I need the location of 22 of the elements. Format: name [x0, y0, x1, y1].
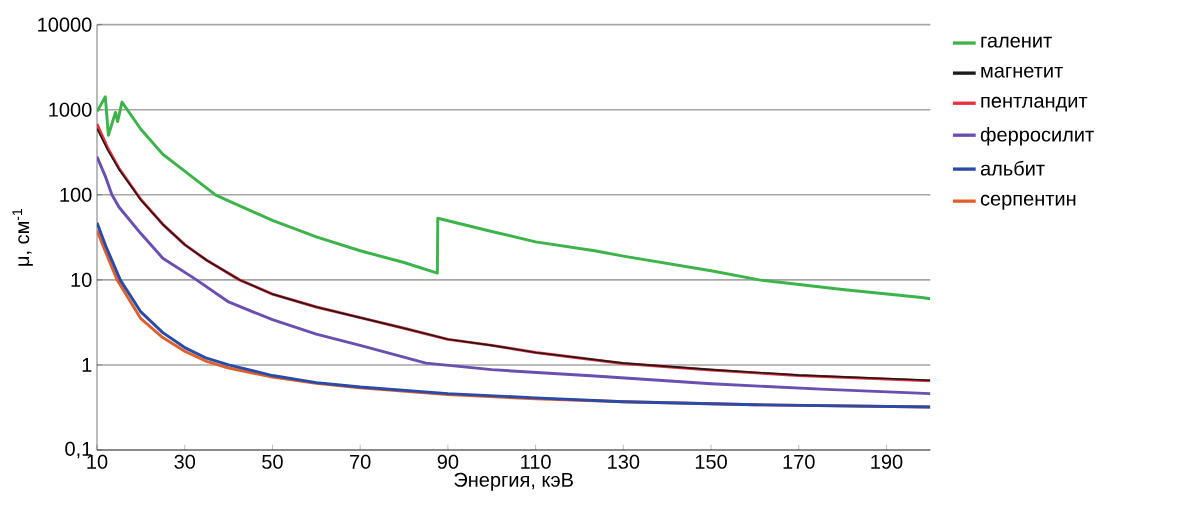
x-tick-label: 50: [262, 454, 283, 469]
y-tick-label: 1000: [49, 102, 92, 117]
x-tick-label: 150: [695, 454, 727, 469]
legend-label: галенит: [981, 36, 1052, 48]
y-tick-label: 100: [60, 187, 92, 202]
legend-label: серпентин: [980, 194, 1076, 210]
x-tick-label: 70: [350, 454, 371, 469]
x-tick-label: 130: [608, 454, 640, 469]
legend-label: пентландит: [981, 96, 1088, 112]
x-tick-label: 30: [174, 454, 196, 469]
legend-label: ферросилит: [980, 126, 1094, 146]
x-tick-label: 190: [871, 454, 903, 469]
x-tick-label: 110: [521, 454, 551, 469]
legend-label: альбит: [980, 160, 1045, 176]
x-tick-label: 90: [437, 454, 459, 469]
x-axis-title: Энергия, кэВ: [454, 472, 573, 491]
y-tick-label: 10: [71, 272, 92, 287]
legend-label: магнетит: [981, 66, 1063, 78]
x-tick-label: 170: [783, 454, 815, 469]
y-tick-label: 1: [82, 358, 92, 372]
y-axis-title: μ, см$^{-1}$: [12, 208, 33, 266]
y-tick-label: 10000: [38, 17, 92, 32]
